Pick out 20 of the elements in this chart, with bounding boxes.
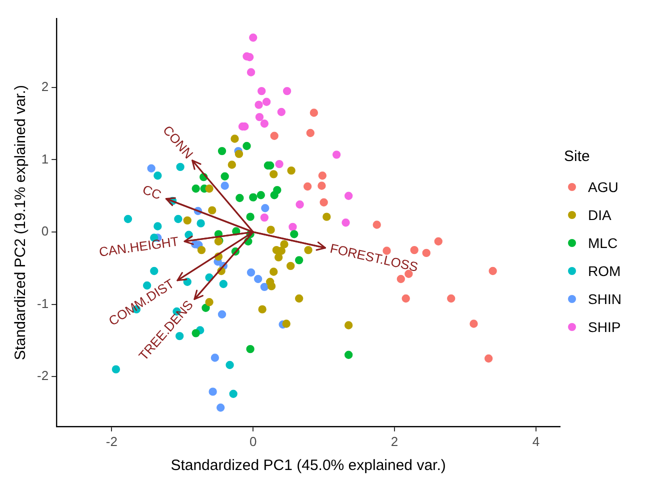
legend-title: Site [564,148,591,165]
y-tick-label: 1 [41,151,49,166]
text: CC [140,182,164,203]
legend-label: SHIP [588,319,621,335]
x-tick-label: 0 [250,434,257,449]
x-tick-label: 2 [390,434,398,449]
y-tick-label: 0 [41,224,49,239]
text: CAN.HEIGHT [98,234,180,260]
legend-label: AGU [588,179,618,195]
x-tick-label: -2 [106,434,118,449]
y-tick-label: -1 [36,296,49,311]
legend-label: MLC [588,235,618,251]
y-tick-label: 2 [41,79,49,94]
x-axis-title: Standardized PC1 (45.0% explained var.) [170,457,446,474]
y-tick-label: -2 [36,368,49,384]
y-axis-title: Standardized PC2 (19.1% explained var.) [12,85,30,360]
legend-label: DIA [588,207,612,223]
legend-label: SHIN [588,291,622,307]
x-tick-label: 4 [532,434,540,449]
legend-label: ROM [588,263,621,279]
